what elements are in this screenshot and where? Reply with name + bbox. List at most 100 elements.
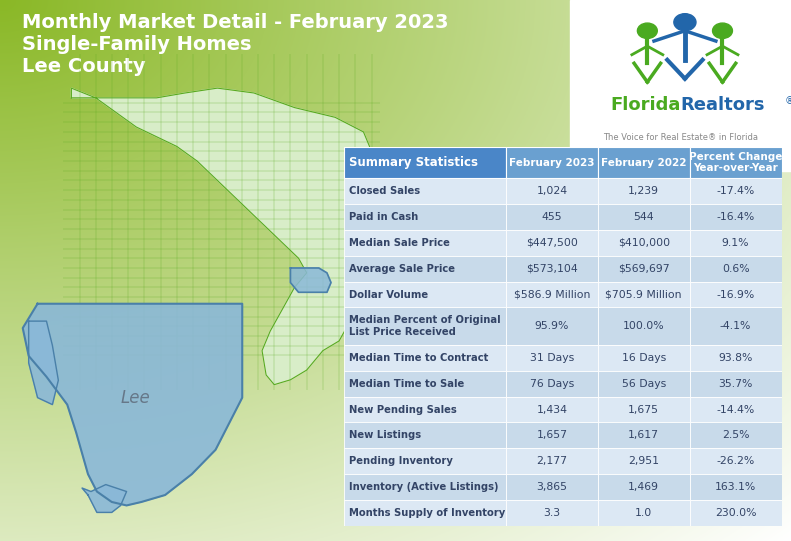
Text: 3.3: 3.3 <box>543 508 560 518</box>
Text: February 2022: February 2022 <box>601 157 687 168</box>
Polygon shape <box>570 0 791 171</box>
FancyBboxPatch shape <box>598 448 690 474</box>
Text: $573,104: $573,104 <box>526 263 577 274</box>
FancyBboxPatch shape <box>690 500 782 526</box>
Text: $447,500: $447,500 <box>526 238 577 248</box>
Polygon shape <box>23 304 242 505</box>
Circle shape <box>674 14 696 31</box>
FancyBboxPatch shape <box>506 397 598 423</box>
Text: New Listings: New Listings <box>350 431 422 440</box>
FancyBboxPatch shape <box>344 345 506 371</box>
FancyBboxPatch shape <box>344 147 506 178</box>
Text: -17.4%: -17.4% <box>717 186 755 196</box>
Text: Median Time to Sale: Median Time to Sale <box>350 379 464 389</box>
Text: Median Time to Contract: Median Time to Contract <box>350 353 489 363</box>
FancyBboxPatch shape <box>598 345 690 371</box>
FancyBboxPatch shape <box>344 230 506 256</box>
Text: 9.1%: 9.1% <box>722 238 749 248</box>
FancyBboxPatch shape <box>344 371 506 397</box>
Polygon shape <box>82 485 127 512</box>
FancyBboxPatch shape <box>598 423 690 448</box>
FancyBboxPatch shape <box>506 178 598 204</box>
Text: The Voice for Real Estate® in Florida: The Voice for Real Estate® in Florida <box>603 134 758 142</box>
Text: Average Sale Price: Average Sale Price <box>350 263 456 274</box>
FancyBboxPatch shape <box>506 204 598 230</box>
FancyBboxPatch shape <box>690 204 782 230</box>
Text: February 2023: February 2023 <box>509 157 595 168</box>
FancyBboxPatch shape <box>506 147 598 178</box>
Polygon shape <box>71 88 380 385</box>
Text: 544: 544 <box>634 212 654 222</box>
Text: Realtors: Realtors <box>680 96 765 114</box>
FancyBboxPatch shape <box>506 307 598 345</box>
Text: $569,697: $569,697 <box>618 263 669 274</box>
Text: -26.2%: -26.2% <box>717 456 755 466</box>
FancyBboxPatch shape <box>690 230 782 256</box>
Polygon shape <box>290 268 331 292</box>
Text: ®: ® <box>785 96 791 105</box>
Polygon shape <box>28 321 59 405</box>
FancyBboxPatch shape <box>506 281 598 307</box>
Text: 1,617: 1,617 <box>628 431 659 440</box>
FancyBboxPatch shape <box>344 423 506 448</box>
FancyBboxPatch shape <box>598 147 690 178</box>
FancyBboxPatch shape <box>344 474 506 500</box>
Text: Paid in Cash: Paid in Cash <box>350 212 418 222</box>
FancyBboxPatch shape <box>344 256 506 281</box>
FancyBboxPatch shape <box>690 307 782 345</box>
FancyBboxPatch shape <box>598 281 690 307</box>
FancyBboxPatch shape <box>506 230 598 256</box>
Text: 2,177: 2,177 <box>536 456 567 466</box>
FancyBboxPatch shape <box>690 147 782 178</box>
Text: 3,865: 3,865 <box>536 482 567 492</box>
FancyBboxPatch shape <box>598 371 690 397</box>
Text: Median Sale Price: Median Sale Price <box>350 238 450 248</box>
FancyBboxPatch shape <box>690 448 782 474</box>
FancyBboxPatch shape <box>506 500 598 526</box>
FancyBboxPatch shape <box>344 307 506 345</box>
FancyBboxPatch shape <box>506 448 598 474</box>
FancyBboxPatch shape <box>690 397 782 423</box>
FancyBboxPatch shape <box>344 448 506 474</box>
FancyBboxPatch shape <box>598 500 690 526</box>
Text: 76 Days: 76 Days <box>530 379 574 389</box>
Text: 1,657: 1,657 <box>536 431 567 440</box>
Text: 163.1%: 163.1% <box>715 482 756 492</box>
Text: 93.8%: 93.8% <box>718 353 753 363</box>
Text: Closed Sales: Closed Sales <box>350 186 421 196</box>
Text: 100.0%: 100.0% <box>623 321 664 331</box>
Text: Single-Family Homes: Single-Family Homes <box>22 35 252 54</box>
Text: $705.9 Million: $705.9 Million <box>605 289 682 300</box>
FancyBboxPatch shape <box>344 500 506 526</box>
FancyBboxPatch shape <box>598 397 690 423</box>
Text: Lee County: Lee County <box>22 57 146 76</box>
FancyBboxPatch shape <box>344 204 506 230</box>
Text: Summary Statistics: Summary Statistics <box>350 156 479 169</box>
FancyBboxPatch shape <box>598 474 690 500</box>
FancyBboxPatch shape <box>598 230 690 256</box>
Circle shape <box>713 23 732 38</box>
FancyBboxPatch shape <box>598 307 690 345</box>
FancyBboxPatch shape <box>690 474 782 500</box>
Text: 1,239: 1,239 <box>628 186 659 196</box>
Text: -14.4%: -14.4% <box>717 405 755 414</box>
Text: 35.7%: 35.7% <box>718 379 753 389</box>
FancyBboxPatch shape <box>506 371 598 397</box>
FancyBboxPatch shape <box>506 256 598 281</box>
FancyBboxPatch shape <box>598 256 690 281</box>
Text: 1.0: 1.0 <box>635 508 653 518</box>
Text: 1,434: 1,434 <box>536 405 567 414</box>
Text: $586.9 Million: $586.9 Million <box>513 289 590 300</box>
Text: Percent Change
Year-over-Year: Percent Change Year-over-Year <box>689 152 782 174</box>
Text: 31 Days: 31 Days <box>530 353 574 363</box>
Text: 230.0%: 230.0% <box>715 508 756 518</box>
FancyBboxPatch shape <box>690 256 782 281</box>
Text: -16.4%: -16.4% <box>717 212 755 222</box>
Text: Months Supply of Inventory: Months Supply of Inventory <box>350 508 505 518</box>
FancyBboxPatch shape <box>598 204 690 230</box>
FancyBboxPatch shape <box>690 371 782 397</box>
Text: -16.9%: -16.9% <box>717 289 755 300</box>
Text: 16 Days: 16 Days <box>622 353 666 363</box>
Text: 56 Days: 56 Days <box>622 379 666 389</box>
Text: Monthly Market Detail - February 2023: Monthly Market Detail - February 2023 <box>22 13 448 32</box>
